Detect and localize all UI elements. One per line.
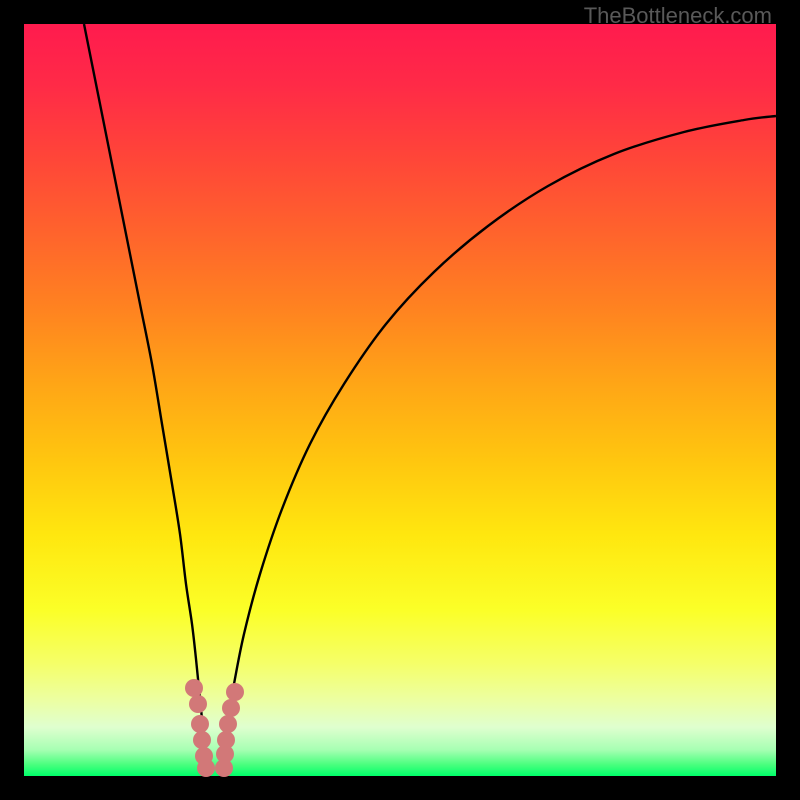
- watermark-text: TheBottleneck.com: [584, 3, 772, 29]
- data-marker: [193, 731, 211, 749]
- data-marker: [197, 759, 215, 777]
- data-marker: [219, 715, 237, 733]
- marker-group: [185, 679, 244, 777]
- data-marker: [226, 683, 244, 701]
- data-marker: [185, 679, 203, 697]
- data-marker: [222, 699, 240, 717]
- curve-left: [84, 24, 206, 776]
- curve-right: [222, 116, 776, 776]
- data-marker: [189, 695, 207, 713]
- data-marker: [217, 731, 235, 749]
- curve-layer: [0, 0, 800, 800]
- data-marker: [191, 715, 209, 733]
